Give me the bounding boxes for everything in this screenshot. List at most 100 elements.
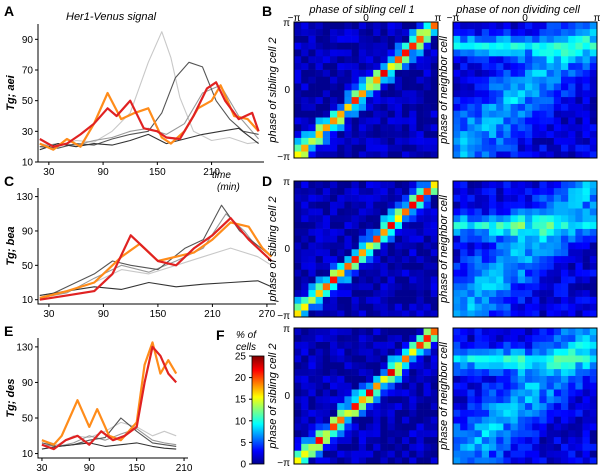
heatmap-cell <box>351 436 360 444</box>
heatmap-cell <box>337 235 345 243</box>
heatmap-cell <box>460 430 468 438</box>
heatmap-cell <box>337 310 345 318</box>
heatmap-cell <box>568 249 576 257</box>
heatmap-cell <box>322 49 331 57</box>
heatmap-cell <box>387 396 396 404</box>
heatmap-cell <box>532 430 540 438</box>
heatmap-cell <box>510 262 519 270</box>
heatmap-cell <box>575 310 583 318</box>
heatmap-cell <box>582 103 591 111</box>
heatmap-cell <box>315 457 324 465</box>
heatmap-cell <box>322 228 331 236</box>
heatmap-cell <box>373 181 381 189</box>
heatmap-cell <box>453 450 461 458</box>
heatmap-cell <box>589 42 598 50</box>
heatmap-cell <box>546 416 555 424</box>
heatmap-cell <box>366 255 374 263</box>
heatmap-cell <box>481 194 490 202</box>
heatmap-cell <box>423 409 432 417</box>
heatmap-cell <box>380 124 388 132</box>
heatmap-cell <box>467 382 475 390</box>
heatmap-cell <box>561 228 569 236</box>
heatmap-cell <box>582 249 591 257</box>
heatmap-cell <box>474 375 483 383</box>
heatmap-cell <box>373 303 381 311</box>
heatmap-cell <box>568 362 576 370</box>
heatmap-cell <box>474 235 483 243</box>
heatmap-cell <box>337 334 345 342</box>
heatmap-cell <box>582 187 591 195</box>
heatmap-cell <box>330 124 338 132</box>
heatmap-cell <box>553 69 562 77</box>
heatmap-cell <box>387 130 396 138</box>
heatmap-cell <box>525 201 533 209</box>
heatmap-cell <box>330 262 338 270</box>
heatmap-cell <box>315 201 324 209</box>
heatmap-cell <box>546 228 555 236</box>
heatmap-cell <box>380 310 388 318</box>
heatmap-cell <box>366 228 374 236</box>
heatmap-cell <box>525 396 533 404</box>
heatmap-cell <box>525 423 533 431</box>
heatmap-cell <box>539 457 547 465</box>
heatmap-cell <box>532 368 540 376</box>
heatmap-cell <box>553 221 562 229</box>
heatmap-y-tick: −π <box>277 458 290 469</box>
heatmap-cell <box>387 368 396 376</box>
heatmap-cell <box>402 90 410 98</box>
heatmap-col-title-right: phase of non dividing cell <box>455 4 580 16</box>
heatmap-cell <box>481 396 490 404</box>
heatmap-cell <box>460 443 468 451</box>
heatmap-cell <box>344 221 352 229</box>
heatmap-cell <box>568 276 576 284</box>
heatmap-cell <box>510 110 519 118</box>
heatmap-cell <box>553 382 562 390</box>
heatmap-cell <box>546 443 555 451</box>
heatmap-cell <box>489 296 497 304</box>
heatmap-cell <box>546 436 555 444</box>
heatmap-cell <box>409 124 417 132</box>
heatmap-cell <box>453 375 461 383</box>
heatmap-cell <box>532 402 540 410</box>
heatmap-cell <box>308 90 316 98</box>
heatmap-cell <box>503 22 511 30</box>
heatmap-cell <box>589 56 598 64</box>
heatmap-cell <box>525 181 533 189</box>
heatmap-cell <box>453 110 461 118</box>
heatmap-cell <box>510 328 519 336</box>
heatmap-cell <box>539 69 547 77</box>
heatmap-cell <box>517 235 526 243</box>
heatmap-cell <box>568 103 576 111</box>
heatmap-cell <box>553 423 562 431</box>
heatmap-cell <box>394 35 403 43</box>
heatmap-cell <box>380 49 388 57</box>
y-tick-label: 90 <box>22 378 34 389</box>
heatmap-cell <box>525 296 533 304</box>
heatmap-cell <box>351 35 360 43</box>
heatmap-cell <box>387 96 396 104</box>
heatmap-cell <box>402 436 410 444</box>
heatmap-cell <box>430 355 439 363</box>
heatmap-cell <box>575 416 583 424</box>
heatmap-cell <box>539 117 547 125</box>
heatmap-cell <box>510 96 519 104</box>
heatmap-cell <box>294 96 302 104</box>
heatmap-cell <box>561 117 569 125</box>
heatmap-cell <box>308 457 316 465</box>
heatmap-cell <box>510 402 519 410</box>
heatmap-cell <box>489 124 497 132</box>
heatmap-frame <box>293 180 439 318</box>
heatmap-cell <box>525 22 533 30</box>
heatmap-cell <box>582 255 591 263</box>
heatmap-cell <box>546 249 555 257</box>
heatmap-cell <box>322 56 331 64</box>
heatmap-cell <box>517 389 526 397</box>
heatmap-cell <box>301 310 309 318</box>
heatmap-cell <box>553 110 562 118</box>
heatmap-cell <box>568 215 576 223</box>
heatmap-cell <box>532 187 540 195</box>
heatmap-cell <box>489 208 497 216</box>
heatmap-cell <box>517 181 526 189</box>
heatmap-cell <box>561 144 569 152</box>
heatmap-cell <box>351 249 360 257</box>
